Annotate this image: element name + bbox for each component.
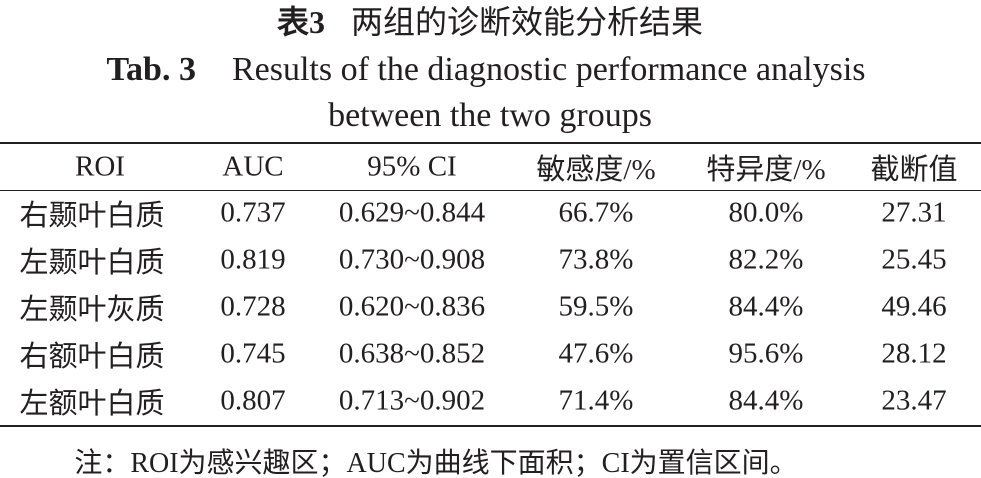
table-cell: 0.807: [220, 384, 286, 417]
table-cell: 82.2%: [728, 243, 804, 276]
header-cell: 敏感度/%: [536, 154, 656, 186]
table-cell: 95.6%: [728, 337, 804, 370]
table-cell: 0.728: [220, 290, 286, 323]
table-cell: 0.730~0.908: [338, 243, 486, 276]
table-cell: 左颞叶灰质: [19, 294, 165, 326]
header-cell: 95% CI: [367, 150, 457, 183]
table-cell: 0.638~0.852: [338, 337, 486, 370]
table-cell: 49.46: [881, 290, 947, 323]
table-cell: 0.819: [220, 243, 286, 276]
caption-cn-title: 两组的诊断效能分析结果: [351, 4, 704, 40]
caption-en-label: Tab. 3: [106, 51, 196, 88]
table-cell: 73.8%: [558, 243, 634, 276]
table-cell: 0.713~0.902: [338, 384, 486, 417]
table-cell: 0.620~0.836: [338, 290, 486, 323]
header-cell: ROI: [75, 150, 125, 183]
table-cell: 右额叶白质: [19, 341, 165, 373]
table-cell: 71.4%: [558, 384, 634, 417]
caption-en-line: between the two groups: [328, 97, 652, 134]
table-cell: 59.5%: [558, 290, 634, 323]
table-cell: 0.737: [220, 196, 286, 229]
table-cell: 47.6%: [558, 337, 634, 370]
caption-cn-label: 表3: [276, 4, 325, 40]
header-cell: 截断值: [870, 154, 958, 186]
caption-en-line: Results of the diagnostic performance an…: [231, 51, 866, 88]
table-cell: 0.745: [220, 337, 286, 370]
table-cell: 28.12: [881, 337, 947, 370]
table-cell: 左颞叶白质: [19, 247, 165, 279]
table-cell: 66.7%: [558, 196, 634, 229]
table-cell: 84.4%: [728, 384, 804, 417]
table-cell: 27.31: [881, 196, 947, 229]
note: 注：ROI为感兴趣区；AUC为曲线下面积；CI为置信区间。: [74, 448, 798, 478]
caption-cn: 表3 两组的诊断效能分析结果: [277, 0, 703, 43]
header-cell: AUC: [222, 150, 284, 183]
table-cell: 80.0%: [728, 196, 804, 229]
table-cell: 84.4%: [728, 290, 804, 323]
table-cell: 25.45: [881, 243, 947, 276]
header-rule: [0, 190, 981, 191]
table-cell: 右颞叶白质: [19, 200, 165, 232]
bottom-rule: [0, 425, 981, 427]
table-cell: 0.629~0.844: [338, 196, 486, 229]
caption-en: Tab. 3 Results of the diagnostic performa…: [106, 51, 865, 89]
header-cell: 特异度/%: [706, 154, 826, 186]
table-cell: 左额叶白质: [19, 388, 165, 420]
top-rule: [0, 142, 981, 144]
table-cell: 23.47: [881, 384, 947, 417]
